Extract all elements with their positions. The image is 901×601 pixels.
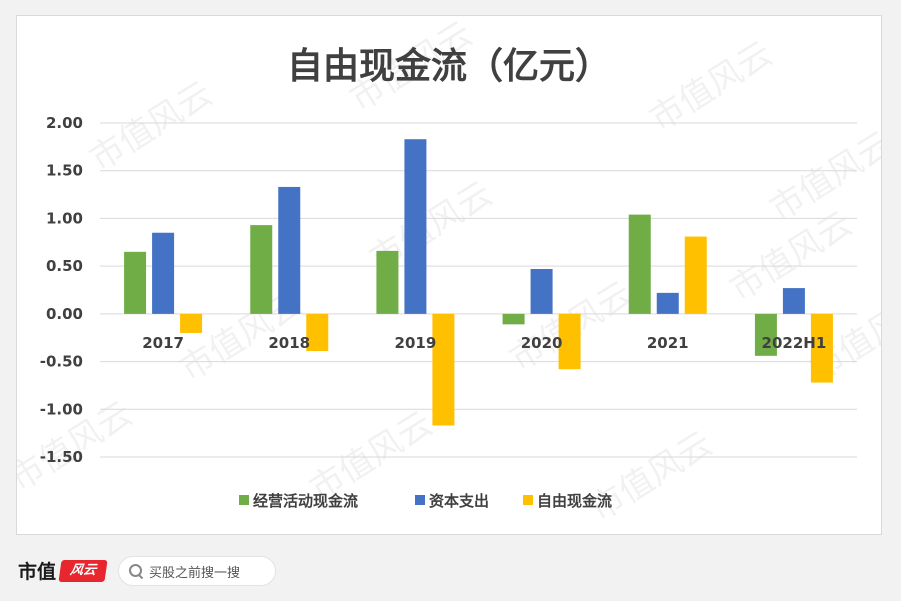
bar-资本支出-2022H1	[782, 288, 805, 314]
legend-label: 资本支出	[429, 492, 489, 510]
watermark: 市值风云	[83, 74, 220, 180]
brand-name: 市值	[18, 561, 57, 583]
watermark: 市值风云	[583, 424, 720, 530]
x-tick-label: 2019	[395, 334, 437, 352]
y-tick-label: -1.50	[40, 448, 83, 466]
legend-swatch	[415, 495, 425, 505]
y-tick-label: 1.50	[46, 162, 83, 180]
bar-自由现金流-2018	[306, 313, 329, 352]
brand-logo-mark: 风云	[58, 559, 108, 582]
bar-自由现金流-2020	[558, 313, 581, 370]
grid-lines	[100, 122, 857, 458]
search-box[interactable]: 买股之前搜一搜	[118, 556, 276, 586]
bar-资本支出-2019	[404, 139, 427, 314]
brand-logo[interactable]: 市值 风云	[18, 557, 108, 584]
bar-资本支出-2021	[656, 292, 679, 314]
legend-swatch	[523, 495, 533, 505]
chart-card: 市值风云 市值风云 市值风云 市值风云 市值风云 市值风云 市值风云 市值风云 市值风云 市值风云…	[16, 15, 882, 535]
search-icon	[129, 564, 143, 578]
y-tick-label: 1.00	[46, 209, 83, 227]
search-placeholder: 买股之前搜一搜	[149, 565, 241, 581]
x-tick-label: 2021	[647, 334, 689, 352]
bar-自由现金流-2022H1	[810, 313, 833, 383]
bar-资本支出-2017	[152, 232, 175, 314]
y-tick-label: 2.00	[46, 114, 83, 132]
y-tick-label: 0.00	[46, 305, 83, 323]
legend-label: 自由现金流	[537, 492, 612, 510]
footer: 市值 风云 买股之前搜一搜	[0, 545, 901, 601]
y-tick-label: -0.50	[40, 353, 83, 371]
chart-title: 自由现金流（亿元）	[287, 45, 611, 87]
x-tick-label: 2017	[142, 334, 184, 352]
x-tick-label: 2022H1	[762, 334, 827, 352]
bar-资本支出-2020	[530, 269, 553, 314]
legend-swatch	[239, 495, 249, 505]
legend-label: 经营活动现金流	[253, 492, 358, 510]
bar-经营活动现金流-2020	[502, 313, 525, 325]
y-tick-label: 0.50	[46, 257, 83, 275]
x-tick-label: 2018	[268, 334, 310, 352]
bar-自由现金流-2019	[432, 313, 455, 426]
bar-自由现金流-2017	[180, 313, 203, 333]
bars-layer	[124, 139, 833, 426]
bar-经营活动现金流-2019	[376, 250, 399, 314]
bar-经营活动现金流-2018	[250, 225, 273, 314]
x-tick-label: 2020	[521, 334, 563, 352]
x-axis-labels: 2017 2018 2019 2020 2021 2022H1	[142, 334, 826, 352]
bar-经营活动现金流-2017	[124, 251, 147, 314]
bar-经营活动现金流-2022H1	[754, 313, 777, 356]
bar-经营活动现金流-2021	[628, 214, 651, 314]
y-tick-label: -1.00	[40, 400, 83, 418]
watermark: 市值风云	[643, 34, 780, 140]
legend: 经营活动现金流 资本支出 自由现金流	[239, 492, 612, 510]
y-axis-ticks: 2.00 1.50 1.00 0.50 0.00 -0.50 -1.00 -1.50	[40, 114, 83, 466]
bar-资本支出-2018	[278, 186, 301, 314]
bar-自由现金流-2021	[684, 236, 707, 314]
